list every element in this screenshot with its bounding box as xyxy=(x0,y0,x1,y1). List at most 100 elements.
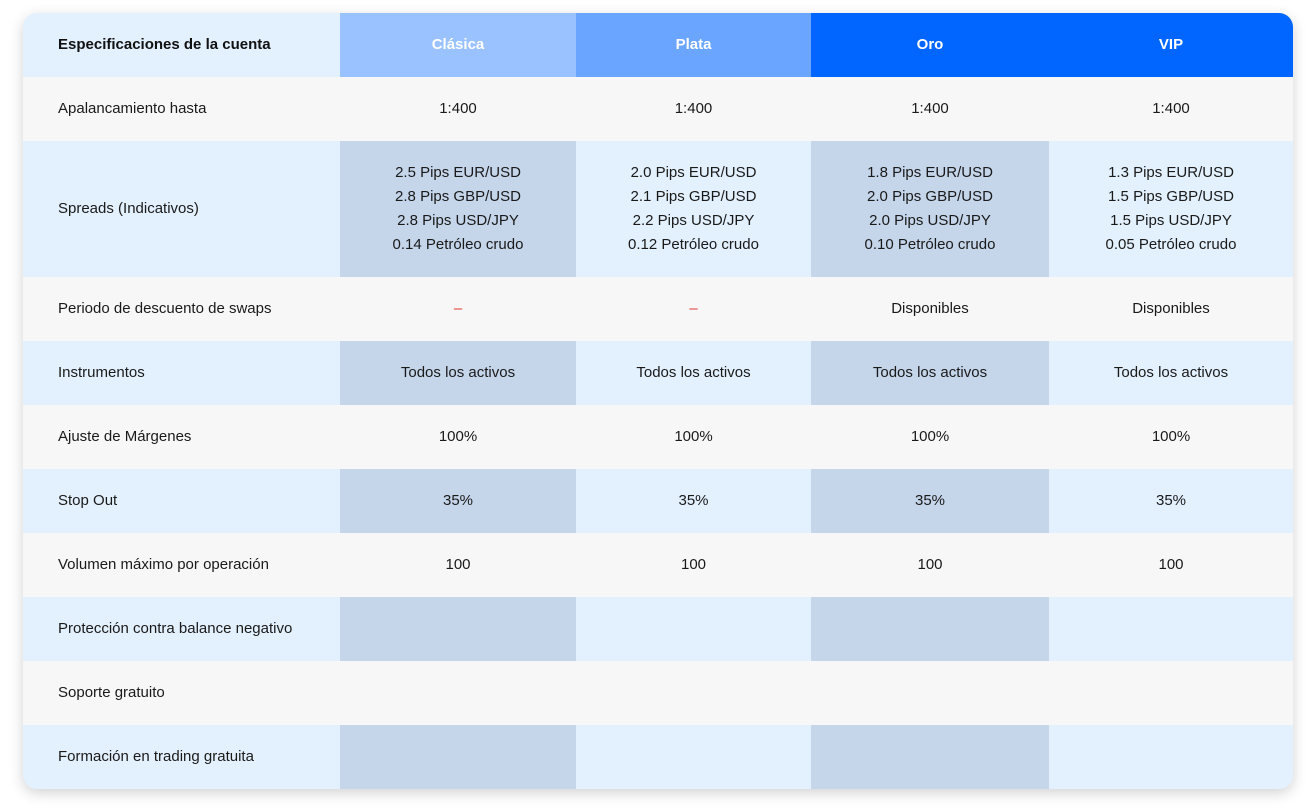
row-label: Spreads (Indicativos) xyxy=(23,141,340,277)
cell-text: Disponibles xyxy=(891,300,969,317)
cell-text: 35% xyxy=(914,492,946,509)
comparison-table: Especificaciones de la cuenta Clásica Pla… xyxy=(23,13,1293,789)
value-cell: 35% xyxy=(576,469,811,533)
cell-text: 35% xyxy=(442,492,474,509)
cell-text: – xyxy=(453,300,463,317)
value-cell: 100% xyxy=(576,405,811,469)
cell-text: 100 xyxy=(445,556,471,573)
value-cell: 1:400 xyxy=(576,77,811,141)
value-cell xyxy=(576,597,811,661)
table-row: Soporte gratuito xyxy=(23,661,1293,725)
value-cell xyxy=(576,661,811,725)
value-cell: Todos los activos xyxy=(811,341,1049,405)
spread-line: 1.5 Pips GBP/USD xyxy=(1108,188,1234,205)
row-label: Ajuste de Márgenes xyxy=(23,405,340,469)
table-row: Volumen máximo por operación 100 100 100 100 xyxy=(23,533,1293,597)
spread-line: 1.5 Pips USD/JPY xyxy=(1110,212,1232,229)
row-label: Instrumentos xyxy=(23,341,340,405)
spread-line: 2.8 Pips USD/JPY xyxy=(397,212,519,229)
cell-text: 1:400 xyxy=(911,100,949,117)
table-row: Ajuste de Márgenes 100% 100% 100% 100% xyxy=(23,405,1293,469)
value-cell: Disponibles xyxy=(1049,277,1293,341)
value-cell: Todos los activos xyxy=(576,341,811,405)
cell-text: 35% xyxy=(678,492,709,509)
table-row: Apalancamiento hasta 1:400 1:400 1:400 1:400 xyxy=(23,77,1293,141)
value-cell xyxy=(340,725,576,789)
spread-line: 0.12 Petróleo crudo xyxy=(628,236,759,253)
value-cell xyxy=(340,597,576,661)
cell-text: 100% xyxy=(1151,428,1191,445)
row-label: Protección contra balance negativo xyxy=(23,597,340,661)
cell-text: 1:400 xyxy=(1152,100,1190,117)
value-cell: 2.0 Pips EUR/USD 2.1 Pips GBP/USD 2.2 Pips… xyxy=(576,141,811,277)
cell-text: Todos los activos xyxy=(872,364,988,381)
value-cell xyxy=(1049,661,1293,725)
cell-text: 1:400 xyxy=(674,100,713,117)
spread-line: 1.3 Pips EUR/USD xyxy=(1108,164,1234,181)
value-cell xyxy=(1049,725,1293,789)
cell-text: – xyxy=(689,300,698,317)
value-cell: 1.8 Pips EUR/USD 2.0 Pips GBP/USD 2.0 Pips… xyxy=(811,141,1049,277)
cell-text: 100 xyxy=(1158,556,1184,573)
cell-text: 100 xyxy=(917,556,943,573)
table-row: Stop Out 35% 35% 35% 35% xyxy=(23,469,1293,533)
value-cell: 35% xyxy=(340,469,576,533)
column-header: Oro xyxy=(811,13,1049,77)
cell-text: 100% xyxy=(910,428,950,445)
cell-text: Disponibles xyxy=(1132,300,1210,317)
cell-text: 100% xyxy=(674,428,713,445)
cell-text: 100 xyxy=(680,556,707,573)
table-row: Periodo de descuento de swaps – – Disponibl… xyxy=(23,277,1293,341)
cell-text: 35% xyxy=(1155,492,1187,509)
cell-text: Todos los activos xyxy=(1113,364,1229,381)
row-label: Stop Out xyxy=(23,469,340,533)
value-cell xyxy=(1049,597,1293,661)
row-label: Soporte gratuito xyxy=(23,661,340,725)
cell-text: 100% xyxy=(438,428,478,445)
value-cell: 1.3 Pips EUR/USD 1.5 Pips GBP/USD 1.5 Pips… xyxy=(1049,141,1293,277)
row-label: Formación en trading gratuita xyxy=(23,725,340,789)
spread-line: 2.8 Pips GBP/USD xyxy=(395,188,521,205)
header-title: Especificaciones de la cuenta xyxy=(23,13,340,77)
value-cell xyxy=(811,725,1049,789)
spread-line: 2.2 Pips USD/JPY xyxy=(632,212,755,229)
spread-line: 0.05 Petróleo crudo xyxy=(1105,236,1237,253)
value-cell: Todos los activos xyxy=(340,341,576,405)
value-cell: 35% xyxy=(1049,469,1293,533)
value-cell: 100 xyxy=(811,533,1049,597)
value-cell: 100 xyxy=(576,533,811,597)
row-label: Volumen máximo por operación xyxy=(23,533,340,597)
table-row: Protección contra balance negativo xyxy=(23,597,1293,661)
value-cell: 1:400 xyxy=(340,77,576,141)
column-header: VIP xyxy=(1049,13,1293,77)
cell-text: Todos los activos xyxy=(400,364,516,381)
value-cell: 2.5 Pips EUR/USD 2.8 Pips GBP/USD 2.8 Pips… xyxy=(340,141,576,277)
header-row: Especificaciones de la cuenta Clásica Pla… xyxy=(23,13,1293,77)
row-label: Periodo de descuento de swaps xyxy=(23,277,340,341)
value-cell: – xyxy=(340,277,576,341)
value-cell: 100% xyxy=(1049,405,1293,469)
spread-line: 2.0 Pips EUR/USD xyxy=(630,164,757,181)
spread-line: 0.14 Petróleo crudo xyxy=(392,236,524,253)
value-cell: 1:400 xyxy=(811,77,1049,141)
value-cell: 100% xyxy=(811,405,1049,469)
table-row: Spreads (Indicativos) 2.5 Pips EUR/USD 2.8… xyxy=(23,141,1293,277)
value-cell: 100 xyxy=(1049,533,1293,597)
value-cell xyxy=(811,597,1049,661)
value-cell: 100% xyxy=(340,405,576,469)
spread-line: 2.5 Pips EUR/USD xyxy=(395,164,521,181)
value-cell: 100 xyxy=(340,533,576,597)
value-cell: 1:400 xyxy=(1049,77,1293,141)
value-cell: – xyxy=(576,277,811,341)
spread-line: 0.10 Petróleo crudo xyxy=(864,236,996,253)
row-label: Apalancamiento hasta xyxy=(23,77,340,141)
value-cell: 35% xyxy=(811,469,1049,533)
spread-line: 2.1 Pips GBP/USD xyxy=(630,188,757,205)
value-cell: Todos los activos xyxy=(1049,341,1293,405)
column-header: Plata xyxy=(576,13,811,77)
value-cell xyxy=(340,661,576,725)
spread-line: 1.8 Pips EUR/USD xyxy=(867,164,993,181)
spread-line: 2.0 Pips USD/JPY xyxy=(869,212,991,229)
spread-line: 2.0 Pips GBP/USD xyxy=(867,188,993,205)
